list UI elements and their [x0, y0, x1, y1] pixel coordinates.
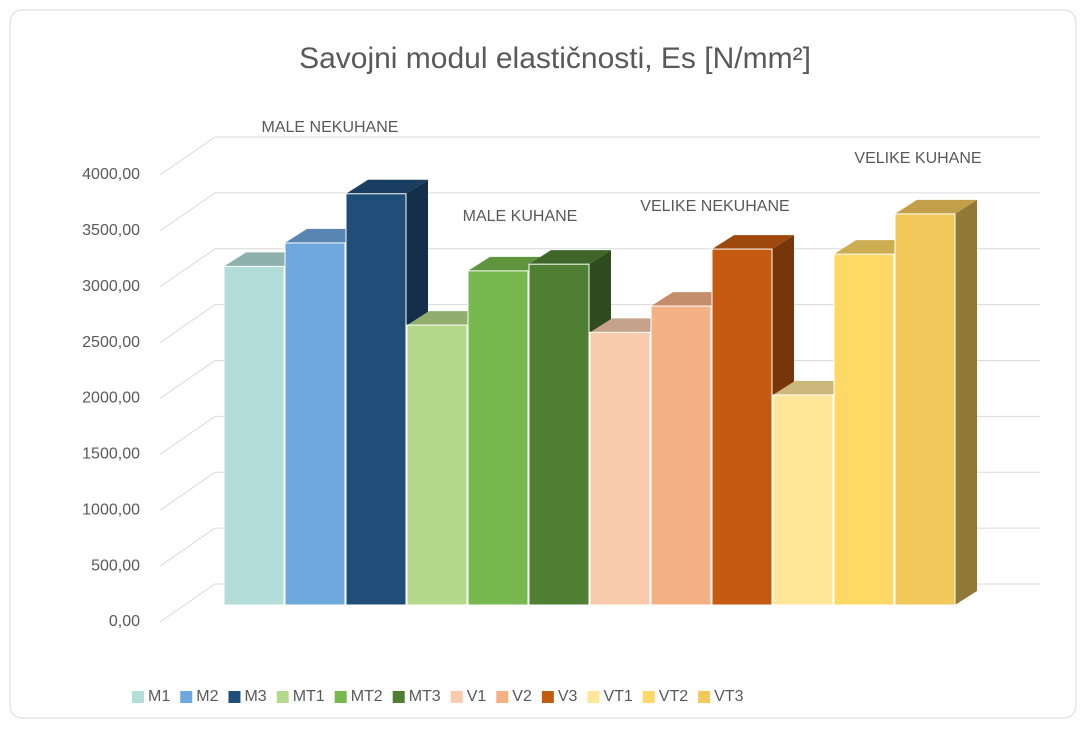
grid-line — [159, 192, 1040, 232]
annotation: VELIKE NEKUHANE — [640, 198, 789, 215]
legend-swatch — [276, 691, 289, 703]
y-tick-label: 2500,00 — [82, 334, 140, 351]
legend-swatch — [334, 691, 347, 703]
legend-swatch — [698, 691, 711, 703]
legend-label: VT1 — [603, 688, 632, 705]
bar-top — [529, 250, 611, 265]
legend-swatch — [541, 691, 554, 703]
annotation: MALE NEKUHANE — [262, 119, 399, 136]
bar — [833, 253, 895, 606]
bar — [528, 263, 590, 606]
y-tick-label: 4000,00 — [82, 166, 140, 183]
legend-swatch — [496, 691, 509, 703]
legend-label: V1 — [467, 688, 487, 705]
bar — [711, 248, 773, 606]
legend-label: VT2 — [659, 688, 688, 705]
y-tick-label: 1500,00 — [82, 446, 140, 463]
bar — [345, 193, 407, 606]
bar-side — [955, 199, 977, 605]
chart-title: Savojni modul elastičnosti, Es [N/mm²] — [299, 42, 811, 75]
legend-label: M2 — [196, 688, 218, 705]
y-tick-label: 500,00 — [91, 557, 140, 574]
legend-label: MT2 — [351, 688, 383, 705]
bar — [894, 213, 956, 606]
legend-swatch — [450, 691, 463, 703]
bar-top — [712, 235, 794, 250]
annotation: VELIKE KUHANE — [854, 150, 981, 167]
legend-label: MT1 — [293, 688, 325, 705]
legend-label: MT3 — [409, 688, 441, 705]
bar — [589, 331, 651, 606]
bar — [406, 324, 468, 606]
y-tick-label: 2000,00 — [82, 390, 140, 407]
bar — [284, 242, 346, 606]
legend-label: V3 — [558, 688, 578, 705]
legend-swatch — [587, 691, 600, 703]
grid-line — [159, 136, 1040, 176]
bar — [467, 270, 529, 606]
bar — [772, 394, 834, 606]
legend-swatch — [642, 691, 655, 703]
bar-top — [895, 199, 977, 214]
legend-swatch — [228, 691, 241, 703]
legend-swatch — [180, 691, 193, 703]
legend-swatch — [132, 691, 144, 703]
legend-label: M3 — [244, 688, 266, 705]
bar — [650, 305, 712, 606]
legend-label: VT3 — [714, 688, 743, 705]
y-tick-label: 1000,00 — [82, 501, 140, 518]
bar — [223, 265, 285, 606]
legend-label: V2 — [512, 688, 532, 705]
legend-swatch — [392, 691, 405, 703]
y-tick-label: 3500,00 — [82, 222, 140, 239]
legend-label: M1 — [148, 688, 170, 705]
y-tick-label: 3000,00 — [82, 278, 140, 295]
bar-top — [346, 179, 428, 194]
y-tick-label: 0,00 — [109, 613, 140, 630]
annotation: MALE KUHANE — [463, 208, 578, 225]
